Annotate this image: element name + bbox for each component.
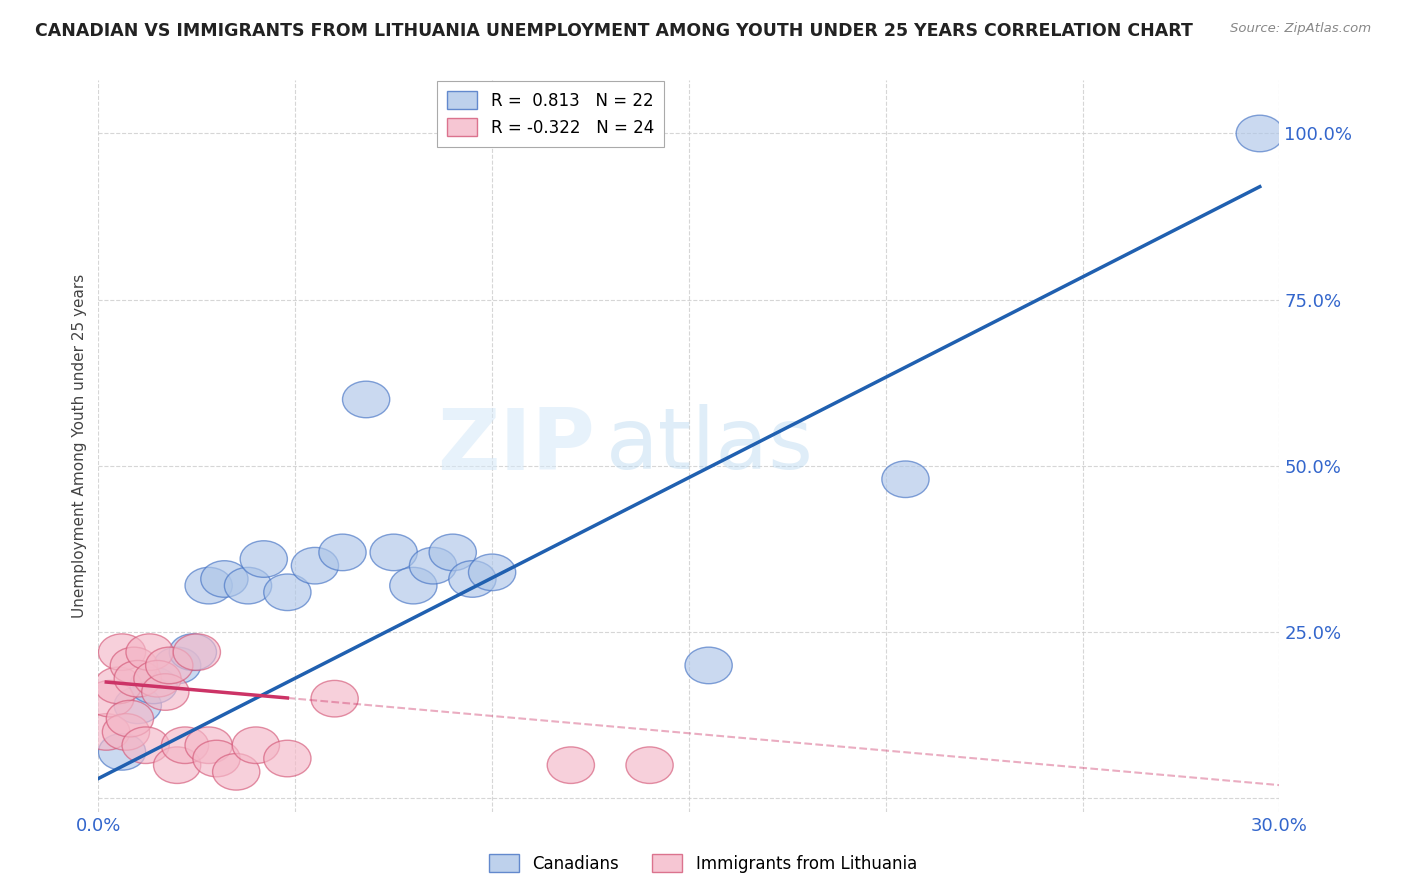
Ellipse shape (142, 673, 188, 710)
Ellipse shape (122, 727, 169, 764)
Ellipse shape (107, 700, 153, 737)
Ellipse shape (1236, 115, 1284, 152)
Ellipse shape (114, 687, 162, 723)
Ellipse shape (87, 681, 134, 717)
Ellipse shape (129, 667, 177, 704)
Ellipse shape (186, 727, 232, 764)
Ellipse shape (468, 554, 516, 591)
Ellipse shape (291, 548, 339, 584)
Ellipse shape (162, 727, 208, 764)
Ellipse shape (193, 740, 240, 777)
Ellipse shape (114, 660, 162, 697)
Ellipse shape (882, 461, 929, 498)
Ellipse shape (173, 634, 221, 671)
Ellipse shape (83, 714, 129, 750)
Ellipse shape (319, 534, 366, 571)
Ellipse shape (186, 567, 232, 604)
Ellipse shape (110, 648, 157, 683)
Ellipse shape (98, 634, 146, 671)
Ellipse shape (685, 648, 733, 683)
Ellipse shape (240, 541, 287, 577)
Ellipse shape (212, 754, 260, 790)
Ellipse shape (103, 714, 149, 750)
Text: atlas: atlas (606, 404, 814, 488)
Ellipse shape (98, 733, 146, 770)
Ellipse shape (127, 634, 173, 671)
Ellipse shape (201, 561, 247, 598)
Legend: R =  0.813   N = 22, R = -0.322   N = 24: R = 0.813 N = 22, R = -0.322 N = 24 (437, 81, 664, 147)
Ellipse shape (449, 561, 496, 598)
Ellipse shape (134, 660, 181, 697)
Ellipse shape (626, 747, 673, 783)
Ellipse shape (169, 634, 217, 671)
Y-axis label: Unemployment Among Youth under 25 years: Unemployment Among Youth under 25 years (72, 274, 87, 618)
Legend: Canadians, Immigrants from Lithuania: Canadians, Immigrants from Lithuania (482, 847, 924, 880)
Ellipse shape (232, 727, 280, 764)
Ellipse shape (389, 567, 437, 604)
Ellipse shape (153, 648, 201, 683)
Ellipse shape (153, 747, 201, 783)
Ellipse shape (146, 648, 193, 683)
Text: ZIP: ZIP (437, 404, 595, 488)
Ellipse shape (370, 534, 418, 571)
Ellipse shape (547, 747, 595, 783)
Text: Source: ZipAtlas.com: Source: ZipAtlas.com (1230, 22, 1371, 36)
Ellipse shape (311, 681, 359, 717)
Ellipse shape (225, 567, 271, 604)
Ellipse shape (409, 548, 457, 584)
Ellipse shape (264, 740, 311, 777)
Ellipse shape (429, 534, 477, 571)
Ellipse shape (94, 667, 142, 704)
Text: CANADIAN VS IMMIGRANTS FROM LITHUANIA UNEMPLOYMENT AMONG YOUTH UNDER 25 YEARS CO: CANADIAN VS IMMIGRANTS FROM LITHUANIA UN… (35, 22, 1194, 40)
Ellipse shape (264, 574, 311, 610)
Ellipse shape (343, 381, 389, 417)
